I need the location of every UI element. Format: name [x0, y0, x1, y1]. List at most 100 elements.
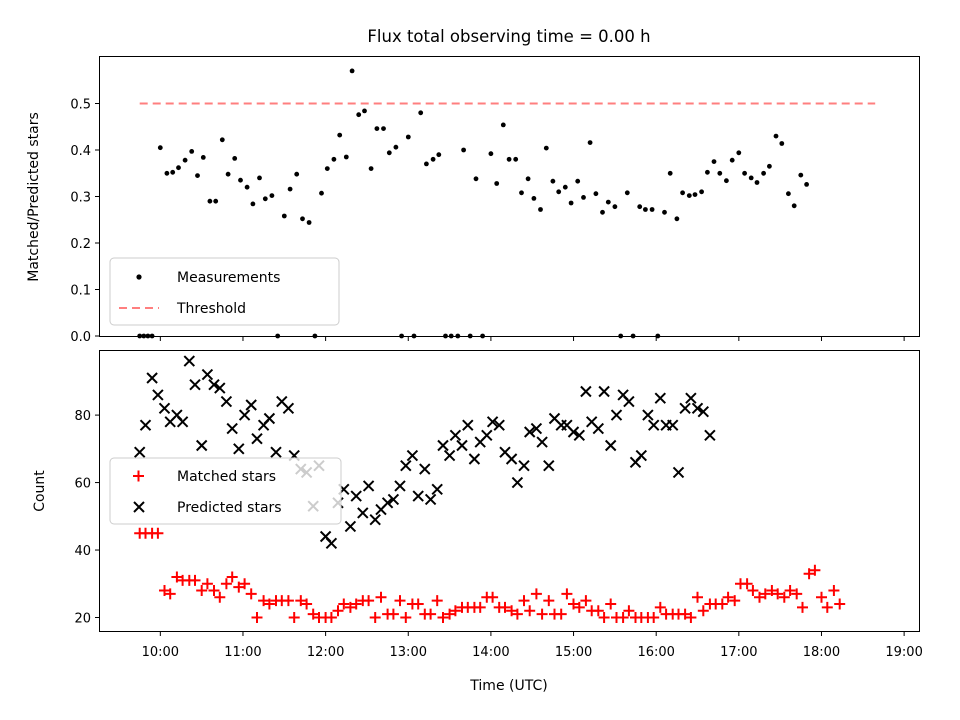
- x-tick-label: 18:00: [803, 645, 840, 660]
- matched-star-point: [530, 588, 542, 600]
- predicted-star-point: [369, 513, 381, 526]
- measurement-point: [262, 196, 268, 202]
- measurement-point: [562, 184, 568, 190]
- measurement-point: [519, 190, 524, 196]
- measurement-point: [791, 203, 797, 209]
- matched-star-point: [387, 608, 399, 620]
- measurement-point: [506, 156, 512, 162]
- top-legend: Measurements Threshold: [109, 257, 340, 326]
- predicted-star-point: [183, 355, 196, 367]
- bottom-y-axis-label: Count: [32, 470, 48, 512]
- measurement-point: [568, 200, 574, 206]
- matched-star-point: [685, 612, 697, 623]
- matched-star-point: [654, 601, 666, 613]
- measurement-point: [225, 171, 231, 177]
- matched-star-point: [766, 585, 778, 596]
- legend-predicted-label: Predicted stars: [177, 500, 282, 516]
- measurement-point: [300, 216, 305, 222]
- predicted-star-point: [580, 385, 592, 398]
- measurement-point: [157, 145, 163, 151]
- measurement-point: [649, 207, 655, 212]
- matched-star-point: [245, 588, 257, 600]
- top-legend-frame: [109, 257, 340, 326]
- matched-star-point: [295, 595, 307, 607]
- predicted-star-point: [400, 459, 412, 472]
- measurement-point: [674, 216, 680, 222]
- measurement-point: [488, 151, 494, 157]
- measurement-point: [543, 145, 549, 151]
- predicted-star-point: [387, 493, 400, 506]
- predicted-star-point: [251, 432, 263, 445]
- matched-star-point: [189, 574, 201, 586]
- measurement-point: [368, 166, 374, 172]
- measurement-point: [324, 166, 330, 172]
- measurement-point: [176, 165, 181, 171]
- matched-star-point: [834, 598, 846, 610]
- matched-star-point: [164, 588, 176, 600]
- measurement-point: [374, 126, 380, 131]
- matched-star-point: [375, 591, 387, 603]
- predicted-star-point: [449, 429, 462, 442]
- measurement-point: [331, 156, 337, 162]
- legend-matched-marker: [133, 470, 144, 482]
- predicted-star-point: [362, 480, 375, 492]
- measurement-point: [525, 176, 531, 182]
- legend-measurements-label: Measurements: [177, 270, 280, 286]
- matched-star-point: [772, 588, 784, 600]
- bottom-y-tick-label: 60: [74, 477, 91, 492]
- predicted-star-point: [325, 537, 338, 550]
- top-y-tick-label: 0.5: [70, 98, 91, 113]
- predicted-star-point: [195, 439, 208, 452]
- predicted-star-point: [530, 422, 543, 435]
- measurement-point: [593, 191, 599, 197]
- predicted-star-point: [666, 419, 679, 431]
- measurement-point: [306, 220, 312, 225]
- matched-star-point: [437, 612, 449, 623]
- predicted-star-point: [672, 466, 685, 479]
- matched-star-point: [425, 608, 437, 620]
- matched-star-point: [282, 595, 294, 607]
- measurement-point: [531, 196, 537, 201]
- measurement-point: [362, 108, 367, 114]
- matched-star-point: [288, 612, 300, 623]
- predicted-star-point: [214, 382, 226, 394]
- predicted-star-point: [263, 412, 276, 425]
- matched-star-point: [363, 595, 375, 607]
- matched-star-point: [431, 595, 443, 607]
- x-tick-label: 19:00: [885, 645, 922, 660]
- matched-star-point: [325, 612, 337, 623]
- matched-star-point: [258, 595, 270, 607]
- top-y-tick-label: 0.4: [70, 144, 91, 159]
- measurement-point: [729, 157, 735, 163]
- top-panel: 0.0 0.1 0.2 0.3 0.4 0.5 Matched/Predicted sta…: [26, 56, 920, 345]
- measurement-point: [575, 178, 581, 184]
- predicted-star-point: [245, 399, 257, 411]
- predicted-star-point: [226, 422, 238, 435]
- bottom-y-tick-label: 20: [74, 612, 91, 627]
- measurement-point: [581, 195, 586, 200]
- predicted-star-point: [536, 436, 548, 448]
- measurement-point: [200, 155, 206, 160]
- measurement-point: [393, 144, 399, 150]
- matched-star-point: [816, 591, 827, 603]
- measurement-point: [513, 156, 519, 162]
- matched-star-point: [159, 585, 170, 596]
- measurement-point: [804, 182, 809, 187]
- measurement-point: [667, 170, 673, 176]
- matched-star-point: [350, 598, 362, 610]
- measurement-point: [250, 201, 256, 207]
- matched-star-point: [208, 585, 220, 596]
- x-tick-label: 16:00: [637, 645, 674, 660]
- measurement-point: [556, 189, 562, 195]
- top-measurement-points: [137, 68, 809, 339]
- matched-star-point: [598, 612, 610, 623]
- measurement-point: [232, 156, 238, 161]
- predicted-star-point: [443, 449, 456, 462]
- measurement-point: [294, 171, 300, 177]
- measurement-point: [164, 170, 170, 176]
- predicted-star-point: [704, 429, 716, 442]
- matched-star-point: [344, 601, 356, 613]
- predicted-star-point: [462, 419, 474, 431]
- measurement-point: [219, 137, 225, 143]
- measurement-point: [717, 170, 723, 176]
